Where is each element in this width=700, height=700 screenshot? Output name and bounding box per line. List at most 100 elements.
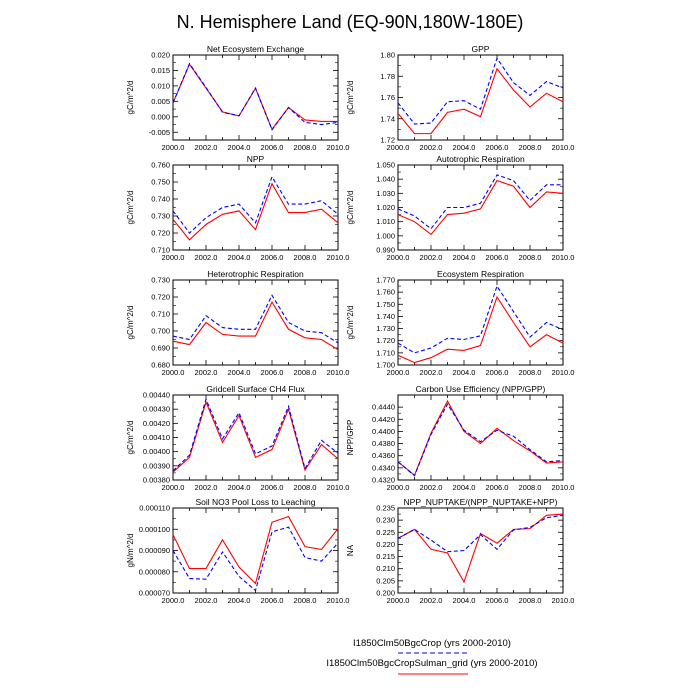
x-tick-label: 2008.0	[519, 596, 542, 605]
y-tick-label: 0.00390	[143, 461, 170, 470]
series-line-sulman	[172, 300, 339, 351]
y-tick-label: 1.730	[376, 324, 395, 333]
y-tick-label: 0.020	[151, 51, 170, 60]
x-tick-label: 2008.0	[519, 253, 542, 262]
panel-frame	[172, 279, 339, 366]
y-tick-label: 1.040	[376, 175, 395, 184]
y-axis-label: gC/m^2/d	[126, 306, 135, 340]
x-tick-label: 2006.0	[486, 253, 509, 262]
y-tick-label: 0.730	[151, 212, 170, 221]
y-axis-label: gC/m^2/d	[346, 81, 355, 115]
x-tick-label: 2000.0	[387, 368, 410, 377]
legend: I1850Clm50BgcCrop (yrs 2000-2010) I1850C…	[326, 638, 538, 675]
x-tick-label: 2008.0	[294, 368, 317, 377]
x-tick-label: 2010.0	[552, 253, 575, 262]
series-line-crop	[397, 56, 564, 125]
y-tick-label: 1.80	[380, 51, 395, 60]
x-tick-label: 2000.0	[387, 253, 410, 262]
series-line-crop	[397, 284, 564, 354]
y-axis-label: NPP/GPP	[346, 420, 355, 456]
x-tick-label: 2006.0	[486, 368, 509, 377]
panel-5: Ecosystem Respiration gC/m^2/d 2000.0 2002.…	[346, 269, 574, 377]
x-tick-label: 2010.0	[327, 483, 350, 492]
y-tick-label: 1.76	[380, 93, 395, 102]
x-tick-label: 2006.0	[261, 368, 284, 377]
series-line-crop	[172, 294, 339, 344]
y-tick-label: 0.00440	[143, 391, 170, 400]
x-tick-label: 2002.0	[420, 253, 443, 262]
panel-title: Soil NO3 Pool Loss to Leaching	[195, 497, 315, 507]
x-tick-label: 2004.0	[453, 143, 476, 152]
x-tick-label: 2000.0	[162, 143, 185, 152]
panel-8: Soil NO3 Pool Loss to Leaching gN/m^2/d 20…	[126, 497, 349, 605]
y-tick-label: 1.78	[380, 72, 395, 81]
y-tick-label: 1.720	[376, 336, 395, 345]
y-tick-label: 0.4360	[372, 451, 395, 460]
series-line-sulman	[397, 513, 564, 584]
x-tick-label: 2006.0	[261, 143, 284, 152]
y-tick-label: 0.000	[151, 112, 170, 121]
y-tick-label: 1.700	[376, 361, 395, 370]
y-axis-label: NA	[346, 544, 355, 556]
x-tick-label: 2000.0	[387, 596, 410, 605]
y-tick-label: 0.210	[376, 564, 395, 573]
y-tick-label: 1.020	[376, 203, 395, 212]
y-tick-label: 0.005	[151, 97, 170, 106]
y-tick-label: 0.230	[376, 516, 395, 525]
y-tick-label: 0.00410	[143, 433, 170, 442]
y-tick-label: 0.990	[376, 246, 395, 255]
panel-frame	[397, 54, 564, 141]
x-tick-label: 2006.0	[261, 483, 284, 492]
series-line-sulman	[397, 67, 564, 135]
x-tick-label: 2002.0	[420, 143, 443, 152]
panel-frame	[397, 507, 564, 594]
series-line-sulman	[172, 182, 339, 241]
legend-label-sulman: I1850Clm50BgcCropSulman_grid (yrs 2000-2…	[326, 658, 537, 669]
y-tick-label: 0.00430	[143, 405, 170, 414]
x-tick-label: 2006.0	[486, 596, 509, 605]
y-tick-label: 1.72	[380, 136, 395, 145]
x-tick-label: 2008.0	[294, 253, 317, 262]
y-tick-label: 0.00400	[143, 447, 170, 456]
y-tick-label: 0.730	[151, 276, 170, 285]
x-tick-label: 2002.0	[420, 368, 443, 377]
y-axis-label: gN/m^2/d	[126, 534, 135, 568]
y-axis-label: gC/m^2/d	[126, 191, 135, 225]
panel-7: Carbon Use Efficiency (NPP/GPP) NPP/GPP 20…	[346, 384, 574, 492]
x-tick-label: 2010.0	[552, 368, 575, 377]
series-line-sulman	[172, 63, 338, 131]
x-tick-label: 2010.0	[327, 143, 350, 152]
x-tick-label: 2004.0	[228, 253, 251, 262]
panel-title: Ecosystem Respiration	[437, 269, 524, 279]
y-tick-label: 0.680	[151, 361, 170, 370]
y-tick-label: 0.205	[376, 576, 395, 585]
x-tick-label: 2008.0	[519, 368, 542, 377]
legend-label-crop: I1850Clm50BgcCrop (yrs 2000-2010)	[353, 638, 511, 649]
x-tick-label: 2010.0	[552, 143, 575, 152]
x-tick-label: 2010.0	[327, 368, 350, 377]
y-tick-label: 0.00420	[143, 419, 170, 428]
y-tick-label: 1.050	[376, 161, 395, 170]
x-tick-label: 2004.0	[453, 368, 476, 377]
panel-title: Carbon Use Efficiency (NPP/GPP)	[416, 384, 546, 394]
panel-title: Net Ecosystem Exchange	[207, 44, 305, 54]
series-line-sulman	[397, 295, 564, 364]
panel-title: Heterotrophic Respiration	[207, 269, 304, 279]
y-tick-label: 0.000070	[139, 589, 170, 598]
y-tick-label: 0.000090	[139, 546, 170, 555]
y-tick-label: 0.4400	[372, 427, 395, 436]
series-line-crop	[172, 526, 339, 592]
y-tick-label: 0.015	[151, 66, 170, 75]
y-tick-label: 0.4320	[372, 476, 395, 485]
y-axis-label: gC/m^2/d	[126, 421, 135, 455]
panel-title: NPP	[247, 154, 265, 164]
x-tick-label: 2006.0	[486, 483, 509, 492]
series-line-crop	[172, 175, 339, 234]
panel-4: Heterotrophic Respiration gC/m^2/d 2000.0 2…	[126, 269, 349, 377]
series-line-crop	[397, 403, 564, 477]
y-tick-label: 0.000110	[139, 504, 170, 513]
y-tick-label: 0.710	[151, 246, 170, 255]
x-tick-label: 2002.0	[195, 368, 218, 377]
x-tick-label: 2004.0	[453, 483, 476, 492]
x-tick-label: 2002.0	[195, 596, 218, 605]
